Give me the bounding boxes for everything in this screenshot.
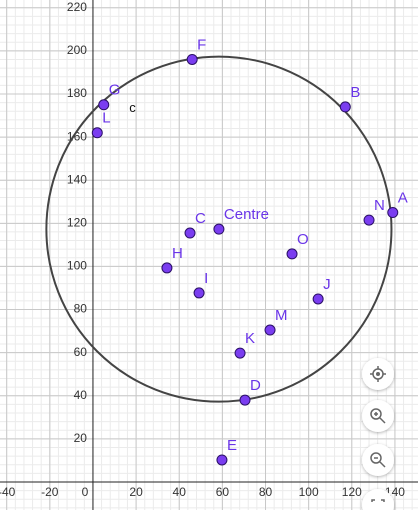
point [239,394,251,406]
y-tick-label: 140 [67,172,87,186]
point [264,324,276,336]
x-tick-label: 0 [82,485,89,499]
point-label: K [245,330,255,347]
x-tick-label: 80 [259,485,273,499]
y-tick-label: 120 [67,215,87,229]
view-buttons [362,358,394,510]
y-tick-label: 60 [74,345,88,359]
point [216,454,228,466]
zoom-out-button[interactable] [362,444,394,476]
x-tick-label: 120 [342,485,362,499]
standard-view-button[interactable] [362,358,394,390]
point-label: O [297,231,309,248]
point-label: N [374,197,385,214]
circle-c [45,55,393,403]
point [213,223,225,235]
point-label: F [197,36,206,53]
x-tick-label: 100 [299,485,319,499]
circle-label: c [129,100,136,115]
y-tick-label: 80 [74,302,88,316]
x-tick-label: 60 [216,485,230,499]
point-label: I [204,270,208,287]
point [286,248,298,260]
fullscreen-button[interactable] [362,489,394,510]
point [312,293,324,305]
y-tick-label: 40 [74,388,88,402]
point-label: C [195,210,206,227]
y-tick-label: 20 [74,431,88,445]
point-label: G [109,82,121,99]
point [186,53,198,65]
point-label: H [172,245,183,262]
point [234,347,246,359]
point-label: Centre [224,206,269,223]
point [193,287,205,299]
point-label: D [250,377,261,394]
y-tick-label: 220 [67,0,87,14]
point [98,99,110,111]
point [339,101,351,113]
point [387,207,399,219]
x-tick-label: -20 [41,485,59,499]
point-label: L [102,110,110,127]
x-tick-label: 40 [173,485,187,499]
y-tick-label: 180 [67,86,87,100]
point-label: B [350,84,360,101]
point-label: E [227,437,237,454]
y-tick-label: 200 [67,43,87,57]
point-label: J [323,276,331,293]
point-label: A [398,190,408,207]
x-tick-label: 20 [129,485,143,499]
zoom-in-button[interactable] [362,400,394,432]
point [91,127,103,139]
y-tick-label: 100 [67,259,87,273]
point [184,227,196,239]
point [161,262,173,274]
point [363,214,375,226]
point-label: M [275,307,288,324]
x-tick-label: -40 [0,485,16,499]
